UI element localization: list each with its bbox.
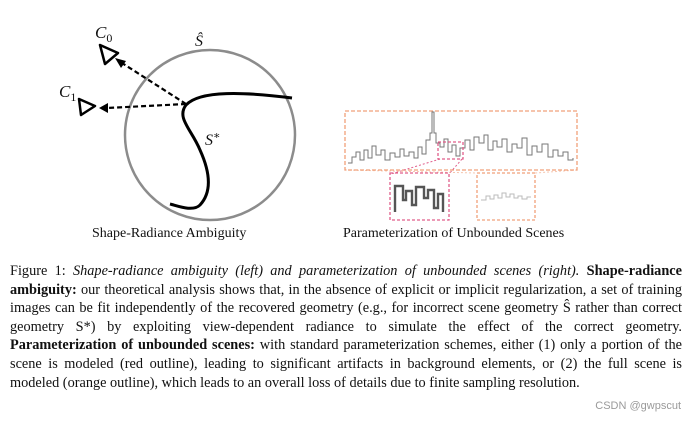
label-surface-star: S∗ [205, 130, 220, 149]
red-zoom-content [393, 184, 445, 212]
figure-area: C0 C1 Ŝ S∗ [59, 23, 578, 222]
shape-radiance-diagram: C0 C1 Ŝ S∗ [59, 23, 297, 222]
ray-to-camera0 [121, 62, 187, 105]
caption-summary: Shape-radiance ambiguity (left) and para… [72, 263, 580, 279]
label-camera1: C1 [59, 82, 76, 104]
ray-arrowhead-c0 [115, 58, 126, 68]
watermark: CSDN @gwpscut [593, 400, 683, 412]
caption-body-1: our theoretical analysis shows that, in … [10, 281, 682, 335]
unbounded-scene-diagram [344, 110, 578, 221]
caption-heading-1: Shape-radiance ambiguity: [10, 263, 682, 298]
camera0-icon [98, 43, 120, 66]
label-camera0: C0 [95, 23, 112, 45]
orange-zoom-content [481, 192, 531, 201]
connector-red-left [390, 158, 441, 175]
connector-orange-right [534, 169, 578, 174]
caption-heading-2: Parameterization of unbounded scenes: [10, 337, 255, 354]
ray-to-camera1 [106, 102, 187, 110]
figure-caption: Figure 1: Shape-radiance ambiguity (left… [10, 262, 682, 392]
connector-red-right [448, 158, 463, 175]
caption-label: Figure 1: [10, 263, 66, 279]
label-surface-hat: Ŝ [195, 31, 203, 50]
caption-body-2: with standard parameterization schemes, … [10, 337, 683, 391]
ray-arrowhead-c1 [99, 103, 108, 113]
skyline [348, 111, 574, 164]
bounding-circle [123, 48, 297, 222]
orange-zoom-box [476, 172, 536, 221]
surface-curve [169, 92, 293, 210]
red-zoom-box [389, 172, 450, 221]
red-outline-partial [437, 141, 464, 160]
left-panel-caption: Shape-Radiance Ambiguity [92, 226, 247, 241]
right-panel-caption: Parameterization of Unbounded Scenes [343, 226, 565, 241]
camera1-icon [77, 97, 97, 117]
orange-outline-full [344, 110, 578, 171]
